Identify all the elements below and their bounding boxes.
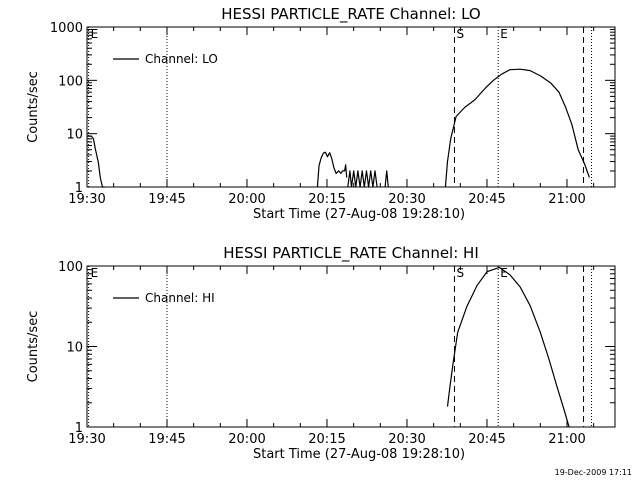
hi-y-axis-label: Counts/sec bbox=[26, 311, 41, 383]
lo-series-line bbox=[347, 170, 378, 188]
lo-x-tick-label: 21:00 bbox=[548, 192, 585, 207]
lo-y-tick-label: 100 bbox=[58, 74, 83, 89]
hi-panel: HESSI PARTICLE_RATE Channel: HI 19:30 19:4… bbox=[26, 244, 616, 462]
lo-series-line bbox=[316, 151, 348, 188]
lo-chart-title: HESSI PARTICLE_RATE Channel: LO bbox=[221, 5, 480, 24]
lo-event-marker-label: E bbox=[500, 27, 508, 41]
lo-y-axis-label: Counts/sec bbox=[26, 71, 41, 143]
hi-chart-title: HESSI PARTICLE_RATE Channel: HI bbox=[223, 244, 479, 263]
lo-series-line bbox=[444, 68, 590, 188]
hi-x-tick-label: 21:00 bbox=[548, 432, 585, 447]
hi-y-tick-label: 100 bbox=[58, 260, 83, 275]
lo-x-tick-label: 19:30 bbox=[68, 192, 105, 207]
lo-x-tick-label: 19:45 bbox=[148, 192, 185, 207]
hi-x-tick-label: 19:30 bbox=[68, 432, 105, 447]
lo-x-tick-label: 20:15 bbox=[308, 192, 345, 207]
lo-x-axis-label: Start Time (27-Aug-08 19:28:10) bbox=[253, 207, 465, 222]
lo-series-line bbox=[384, 170, 389, 188]
lo-plot-frame bbox=[86, 26, 616, 188]
hi-x-tick-label: 20:15 bbox=[308, 432, 345, 447]
hi-x-tick-label: 20:45 bbox=[468, 432, 505, 447]
lo-y-tick-label: 10 bbox=[66, 128, 83, 143]
lo-event-marker-label: S bbox=[456, 27, 464, 41]
hi-event-marker-label: S bbox=[456, 266, 464, 280]
lo-y-tick-label: 1 bbox=[75, 181, 83, 196]
lo-x-tick-label: 20:45 bbox=[468, 192, 505, 207]
hi-y-tick-label: 10 bbox=[66, 341, 83, 356]
lo-panel: HESSI PARTICLE_RATE Channel: LO 19:30 19:4… bbox=[26, 5, 616, 222]
hi-y-tick-label: 1 bbox=[75, 421, 83, 436]
hi-x-tick-label: 20:00 bbox=[228, 432, 265, 447]
hi-event-marker-label: E bbox=[500, 266, 508, 280]
lo-event-marker-label: E bbox=[91, 27, 99, 41]
hi-x-tick-label: 20:30 bbox=[388, 432, 425, 447]
footer-date: 19-Dec-2009 17:11 bbox=[554, 468, 632, 477]
hi-event-marker-label: E bbox=[91, 266, 99, 280]
hi-x-axis-label: Start Time (27-Aug-08 19:28:10) bbox=[253, 447, 465, 462]
lo-x-tick-label: 20:00 bbox=[228, 192, 265, 207]
lo-x-tick-label: 20:30 bbox=[388, 192, 425, 207]
hi-x-tick-label: 19:45 bbox=[148, 432, 185, 447]
lo-series-line bbox=[87, 135, 105, 188]
lo-legend-label: Channel: LO bbox=[145, 52, 218, 66]
hi-legend-label: Channel: HI bbox=[145, 291, 215, 305]
lo-y-tick-label: 1000 bbox=[50, 21, 83, 36]
hi-series-line bbox=[446, 266, 570, 428]
